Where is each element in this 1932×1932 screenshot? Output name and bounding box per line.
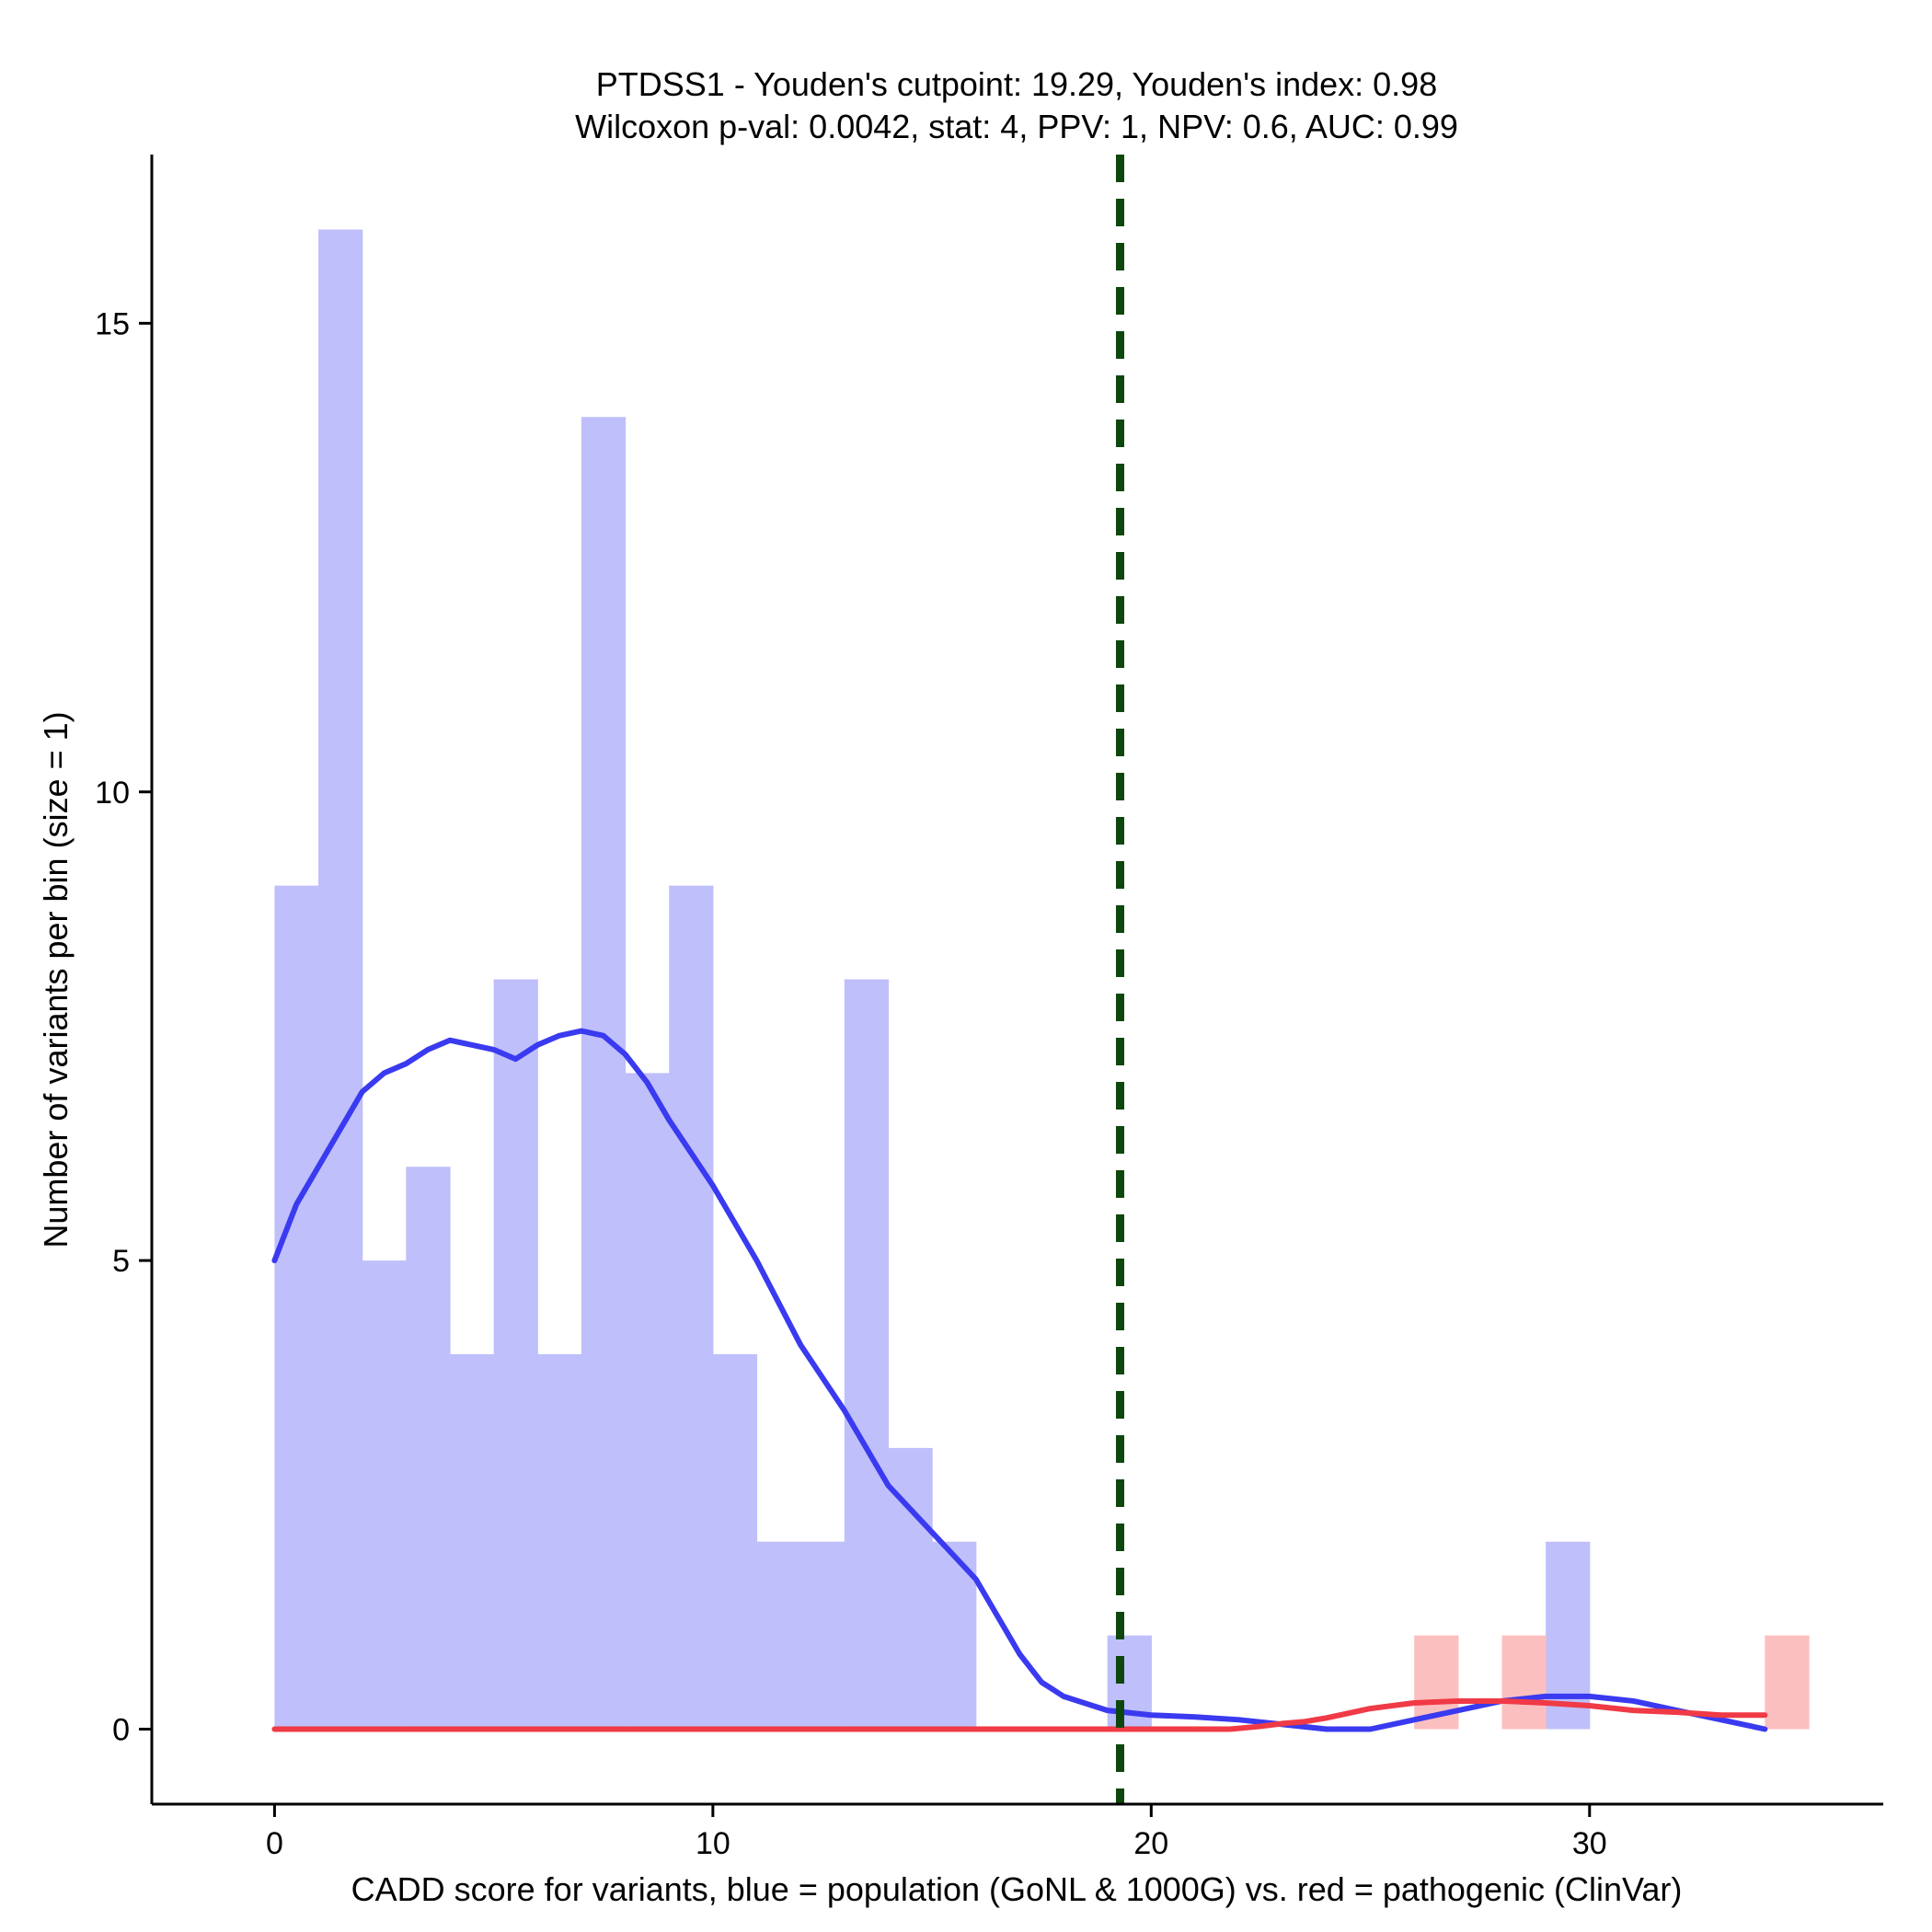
bars-layer: [274, 229, 1810, 1730]
chart-title-line-1: PTDSS1 - Youden's cutpoint: 19.29, Youde…: [596, 65, 1437, 103]
ticks-layer: 0 10 20 30 0 5 10 15: [95, 306, 1607, 1861]
x-axis-label: CADD score for variants, blue = populati…: [351, 1870, 1683, 1908]
y-axis-label: Number of variants per bin (size = 1): [37, 711, 75, 1248]
population-bar-bin-2: [362, 1260, 407, 1730]
x-tick-label-10: 10: [696, 1826, 730, 1861]
population-bar-bin-1: [318, 229, 363, 1730]
population-bar-bin-5: [493, 979, 538, 1730]
lines-layer: [271, 155, 1768, 1804]
population-bar-bin-0: [274, 885, 319, 1730]
chart-title-line-2: Wilcoxon p-val: 0.0042, stat: 4, PPV: 1,…: [575, 108, 1458, 145]
pathogenic-density-line: [271, 1697, 1768, 1732]
population-bar-bin-11: [756, 1541, 801, 1730]
population-bar-bin-7: [581, 417, 627, 1730]
population-bar-bin-3: [406, 1167, 451, 1730]
y-tick-label-15: 15: [95, 306, 130, 341]
population-bar-bin-13: [844, 979, 890, 1730]
x-tick-label-20: 20: [1133, 1826, 1168, 1861]
population-bar-bin-4: [449, 1354, 495, 1730]
x-tick-label-0: 0: [266, 1826, 283, 1861]
population-bar-bin-12: [800, 1541, 845, 1730]
axes-layer: [150, 155, 1883, 1806]
population-bar-bin-9: [669, 885, 714, 1730]
population-density-line: [271, 1028, 1768, 1732]
population-bar-bin-6: [537, 1354, 582, 1730]
y-tick-label-0: 0: [112, 1713, 130, 1748]
y-tick-label-5: 5: [112, 1244, 130, 1279]
pathogenic-bar-bin-34: [1765, 1635, 1810, 1730]
x-tick-label-30: 30: [1572, 1826, 1607, 1861]
pathogenic-bar-bin-28: [1501, 1635, 1547, 1730]
y-tick-label-10: 10: [95, 776, 130, 811]
population-bar-bin-10: [712, 1354, 758, 1730]
population-bar-bin-8: [625, 1073, 670, 1730]
